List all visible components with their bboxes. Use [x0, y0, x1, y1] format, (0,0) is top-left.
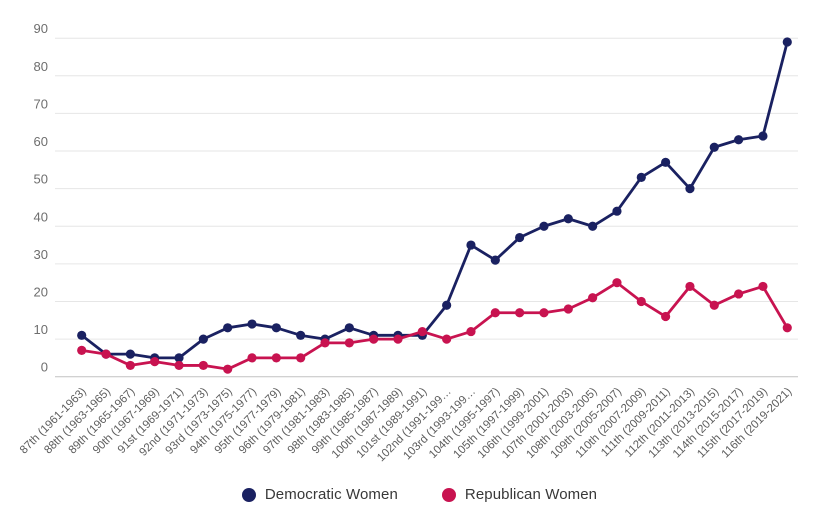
data-point-republican-women[interactable]: [539, 308, 549, 318]
y-axis-tick-label: 60: [34, 134, 48, 149]
data-point-republican-women[interactable]: [636, 296, 646, 307]
data-point-republican-women[interactable]: [101, 349, 111, 359]
legend-label-republican-women: Republican Women: [464, 486, 598, 503]
data-point-democratic-women[interactable]: [490, 255, 500, 265]
data-point-democratic-women[interactable]: [125, 349, 135, 359]
data-point-republican-women[interactable]: [734, 289, 744, 299]
data-point-democratic-women[interactable]: [174, 353, 184, 363]
data-point-democratic-women[interactable]: [247, 319, 257, 329]
data-point-democratic-women[interactable]: [612, 206, 622, 216]
data-point-republican-women[interactable]: [344, 338, 354, 348]
data-point-democratic-women[interactable]: [588, 221, 598, 231]
data-point-democratic-women[interactable]: [223, 323, 233, 333]
data-point-republican-women[interactable]: [661, 311, 671, 322]
y-axis-tick-label: 90: [34, 21, 48, 36]
data-point-republican-women[interactable]: [709, 300, 719, 310]
data-point-democratic-women[interactable]: [77, 330, 87, 340]
republican-women-swatch-icon: [441, 487, 456, 502]
data-point-republican-women[interactable]: [223, 364, 233, 374]
y-axis-tick-label: 50: [34, 172, 48, 187]
data-point-republican-women[interactable]: [417, 326, 427, 337]
y-axis-tick-label: 70: [34, 96, 48, 111]
data-point-republican-women[interactable]: [515, 308, 525, 318]
y-axis-tick-label: 80: [34, 59, 48, 74]
data-point-republican-women[interactable]: [563, 304, 573, 314]
data-point-democratic-women[interactable]: [198, 334, 208, 344]
legend: Democratic Women Republican Women: [0, 486, 839, 503]
data-point-republican-women[interactable]: [782, 323, 792, 333]
data-point-republican-women[interactable]: [77, 345, 87, 355]
data-point-democratic-women[interactable]: [563, 214, 573, 224]
data-point-republican-women[interactable]: [685, 281, 695, 292]
series-line-democratic-women: [80, 40, 789, 360]
data-point-democratic-women[interactable]: [661, 157, 671, 167]
data-point-democratic-women[interactable]: [734, 135, 744, 145]
data-point-democratic-women[interactable]: [344, 323, 354, 333]
data-point-republican-women[interactable]: [393, 334, 403, 344]
data-point-republican-women[interactable]: [612, 278, 622, 288]
legend-item-republican-women: Republican Women: [441, 486, 598, 503]
data-point-democratic-women[interactable]: [515, 232, 525, 243]
data-point-republican-women[interactable]: [369, 334, 379, 344]
y-axis-tick-label: 30: [34, 247, 48, 262]
data-point-democratic-women[interactable]: [442, 300, 452, 310]
data-point-democratic-women[interactable]: [296, 330, 306, 340]
y-axis-tick-label: 10: [34, 322, 48, 337]
data-point-republican-women[interactable]: [490, 308, 500, 318]
line-chart: 0 10 20 30 40 50 60 70 80 90 87th (1961-1963) 88th …: [18, 21, 798, 464]
data-point-republican-women[interactable]: [247, 353, 257, 363]
data-point-republican-women[interactable]: [296, 353, 306, 363]
democratic-women-swatch-icon: [241, 487, 256, 502]
data-point-democratic-women[interactable]: [782, 37, 792, 47]
data-point-democratic-women[interactable]: [685, 184, 695, 194]
data-point-republican-women[interactable]: [758, 281, 768, 292]
data-point-republican-women[interactable]: [588, 293, 598, 303]
data-point-republican-women[interactable]: [442, 334, 452, 344]
data-point-republican-women[interactable]: [466, 326, 476, 337]
y-axis-tick-label: 20: [34, 284, 48, 299]
data-point-republican-women[interactable]: [150, 357, 160, 367]
data-point-democratic-women[interactable]: [636, 172, 646, 182]
data-point-democratic-women[interactable]: [758, 131, 768, 141]
data-point-republican-women[interactable]: [271, 353, 281, 363]
data-point-democratic-women[interactable]: [271, 323, 281, 333]
legend-label-democratic-women: Democratic Women: [264, 486, 398, 503]
data-point-democratic-women[interactable]: [539, 221, 549, 231]
data-point-democratic-women[interactable]: [466, 240, 476, 250]
y-axis-tick-label: 40: [34, 209, 48, 224]
series-line-republican-women: [80, 281, 789, 371]
data-point-republican-women[interactable]: [174, 360, 184, 371]
data-point-democratic-women[interactable]: [709, 142, 719, 152]
legend-item-democratic-women: Democratic Women: [241, 486, 398, 503]
data-point-republican-women[interactable]: [198, 360, 208, 371]
y-axis-tick-label: 0: [41, 360, 48, 375]
data-point-republican-women[interactable]: [125, 360, 135, 371]
data-point-republican-women[interactable]: [320, 338, 330, 348]
